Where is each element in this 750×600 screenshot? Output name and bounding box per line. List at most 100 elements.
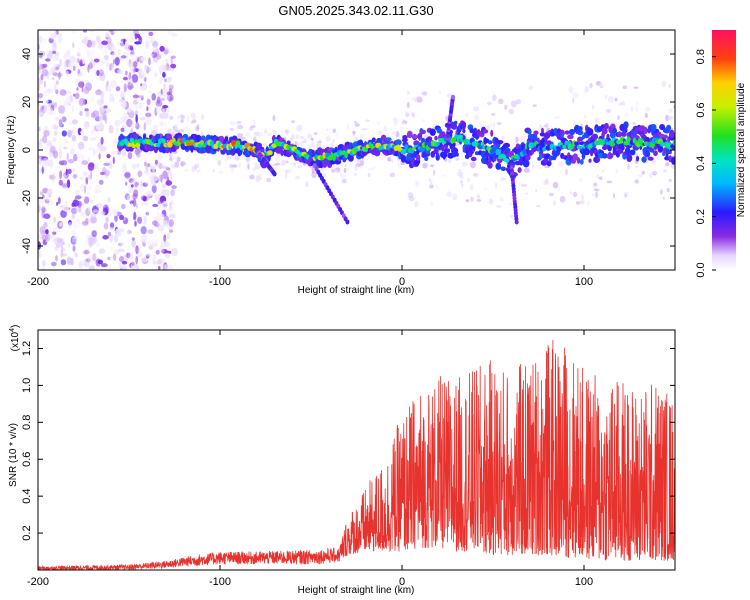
- snr-y-tick-label: 1.2: [21, 341, 33, 356]
- spectrogram-noise-cell: [39, 138, 47, 142]
- spectrogram-noise-cell: [38, 262, 41, 270]
- spectrogram-noise-cell: [132, 100, 138, 105]
- spectrogram-faint-cell: [305, 181, 309, 188]
- spectrogram-noise-cell: [43, 80, 46, 88]
- spectrogram-noise-cell: [158, 174, 163, 182]
- spectrogram-halo-cell: [218, 135, 225, 143]
- spectrogram-halo-cell: [666, 124, 672, 132]
- spectrogram-noise-cell: [117, 227, 125, 233]
- spectrogram-halo-cell: [644, 126, 648, 135]
- spectrogram-noise-cell: [164, 236, 167, 245]
- spectrogram-noise-cell: [52, 39, 57, 48]
- spectrogram-ridge-cell: [364, 147, 369, 153]
- spectrogram-noise-cell: [111, 45, 116, 51]
- spectrogram-faint-cell: [359, 160, 365, 166]
- spectrogram-faint-cell: [237, 121, 242, 124]
- spectrogram-noise-cell: [155, 193, 160, 202]
- spectrogram-noise-cell: [45, 229, 49, 235]
- spectrogram-noise-cell: [100, 136, 104, 145]
- spectrogram-noise-cell: [116, 150, 122, 155]
- spectrogram-faint-cell: [296, 134, 299, 140]
- spectrogram-noise-cell: [82, 195, 85, 202]
- spectrogram-faint-cell: [557, 185, 561, 192]
- spectrogram-noise-cell: [83, 196, 90, 204]
- spectrogram-noise-cell: [75, 57, 78, 63]
- spectrogram-noise-cell: [92, 253, 97, 262]
- spectrogram-faint-cell: [359, 135, 363, 141]
- spectrogram-faint-cell: [488, 198, 494, 205]
- spectrogram-noise-cell: [89, 162, 95, 168]
- spectrogram-noise-cell: [91, 129, 96, 135]
- spectrogram-noise-cell: [168, 56, 172, 60]
- spectrogram-halo-cell: [647, 156, 654, 161]
- spectrogram-noise-cell: [129, 46, 134, 51]
- spectrogram-faint-cell: [162, 166, 169, 169]
- spectrogram-noise-cell: [53, 216, 57, 223]
- spectrogram-noise-cell: [145, 211, 150, 216]
- spectrogram-noise-cell: [137, 170, 143, 178]
- spectrogram-noise-cell: [168, 204, 173, 212]
- spectrogram-noise-cell: [90, 216, 97, 224]
- spectrogram-heat-layer: [38, 30, 675, 270]
- spectrogram-noise-cell: [106, 154, 111, 159]
- spectrogram-noise-cell: [81, 86, 84, 93]
- spectrogram-faint-cell: [568, 86, 574, 94]
- spectrogram-halo-cell: [586, 127, 594, 136]
- spectrogram-x-ticks: -200 -100 0 100: [27, 30, 593, 288]
- spectrogram-faint-cell: [391, 160, 394, 163]
- spectrogram-noise-cell: [131, 74, 139, 83]
- spectrogram-noise-cell: [81, 250, 89, 255]
- spectrogram-faint-cell: [310, 137, 314, 141]
- spectrogram-faint-cell: [411, 112, 415, 117]
- spectrogram-noise-cell: [88, 237, 95, 246]
- spectrogram-faint-cell: [212, 168, 215, 173]
- spectrogram-ridge-cell: [135, 142, 141, 149]
- spectrogram-noise-cell: [141, 71, 145, 81]
- spectrogram-noise-cell: [110, 51, 115, 56]
- spectrogram-noise-cell: [45, 235, 48, 243]
- spectrogram-y-ticks: -40 -20 0 20 40: [21, 48, 675, 254]
- spectrogram-noise-cell: [81, 160, 89, 166]
- spectrogram-noise-cell: [59, 150, 62, 159]
- spectrogram-noise-cell: [145, 40, 150, 50]
- spectrogram-halo-cell: [567, 134, 574, 140]
- spectrogram-noise-cell: [95, 239, 100, 248]
- spectrogram-x-axis-label: Height of straight line (km): [298, 285, 415, 296]
- spectrogram-noise-cell: [66, 152, 70, 162]
- spectrogram-faint-cell: [498, 98, 504, 105]
- spectrogram-faint-cell: [340, 174, 346, 179]
- spectrogram-noise-cell: [46, 197, 49, 202]
- spectrogram-noise-cell: [78, 81, 85, 88]
- spectrogram-noise-cell: [167, 128, 172, 134]
- spectrogram-faint-cell: [394, 120, 397, 127]
- spectrogram-branch-cell: [345, 219, 350, 225]
- spectrogram-halo-cell: [434, 135, 438, 141]
- spectrogram-faint-cell: [332, 139, 335, 143]
- spectrogram-noise-cell: [107, 197, 111, 203]
- spectrogram-halo-cell: [577, 130, 584, 136]
- spectrogram-faint-cell: [452, 193, 458, 201]
- spectrogram-noise-cell: [116, 211, 122, 217]
- spectrogram-noise-cell: [43, 222, 48, 228]
- spectrogram-ridge-cell: [127, 142, 133, 147]
- spectrogram-noise-cell: [52, 175, 56, 180]
- spectrogram-noise-cell: [47, 129, 51, 136]
- spectrogram-ridge-cell: [332, 155, 336, 162]
- spectrogram-noise-cell: [170, 55, 176, 59]
- spectrogram-noise-cell: [157, 200, 163, 205]
- spectrogram-noise-cell: [118, 98, 125, 103]
- spectrogram-noise-cell: [131, 237, 135, 241]
- spectrogram-halo-cell: [490, 129, 494, 137]
- spectrogram-faint-cell: [645, 112, 648, 119]
- spectrogram-noise-cell: [61, 242, 66, 246]
- spectrogram-noise-cell: [135, 203, 138, 209]
- spectrogram-noise-cell: [162, 105, 169, 109]
- snr-x-axis-label: Height of straight line (km): [298, 585, 415, 596]
- spectrogram-noise-cell: [46, 107, 54, 115]
- spectrogram-noise-cell: [145, 253, 152, 257]
- spectrogram-faint-cell: [250, 125, 256, 129]
- spectrogram-noise-cell: [138, 95, 144, 99]
- spectrogram-noise-cell: [73, 224, 79, 229]
- spectrogram-noise-cell: [161, 108, 165, 114]
- spectrogram-noise-cell: [125, 181, 128, 186]
